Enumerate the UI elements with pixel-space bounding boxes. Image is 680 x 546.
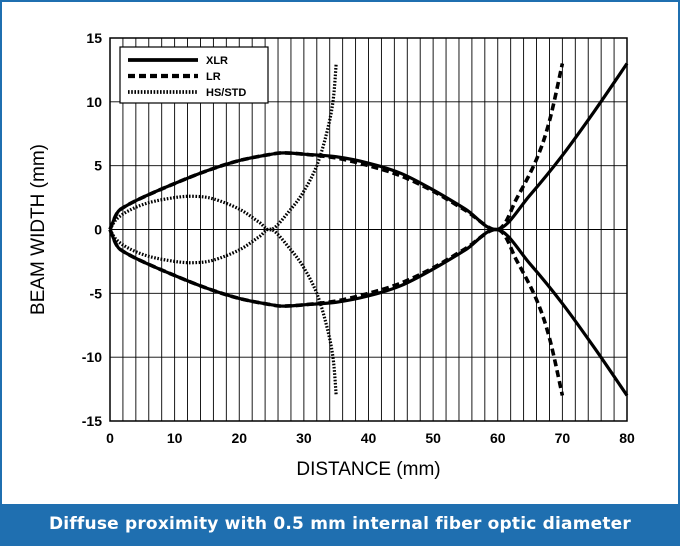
x-tick-label: 0 bbox=[106, 430, 114, 446]
y-tick-label: 15 bbox=[86, 30, 102, 46]
y-tick-label: -15 bbox=[82, 413, 102, 429]
legend-label-xlr: XLR bbox=[206, 55, 228, 67]
x-tick-label: 60 bbox=[490, 430, 506, 446]
y-axis-label: BEAM WIDTH (mm) bbox=[28, 144, 49, 315]
x-tick-label: 20 bbox=[231, 430, 247, 446]
chart-area: 0 10 20 30 40 50 60 70 80 15 10 5 0 -5 -10 -15 DISTANCE… bbox=[2, 2, 678, 512]
series-lr-lower-line bbox=[110, 229, 562, 395]
legend: XLR LR HS/STD bbox=[120, 47, 268, 103]
x-axis-label: DISTANCE (mm) bbox=[296, 459, 440, 480]
x-tick-label: 50 bbox=[425, 430, 441, 446]
legend-label-lr: LR bbox=[206, 71, 221, 83]
x-tick-label: 70 bbox=[555, 430, 571, 446]
x-tick-label: 40 bbox=[361, 430, 377, 446]
y-tick-label: 10 bbox=[86, 94, 102, 110]
x-tick-label: 10 bbox=[167, 430, 183, 446]
figure-caption: Diffuse proximity with 0.5 mm internal f… bbox=[2, 504, 678, 544]
legend-label-hs-std: HS/STD bbox=[206, 87, 246, 99]
series-hs-std-lower-line bbox=[110, 229, 336, 395]
y-tick-label: 0 bbox=[94, 222, 102, 238]
x-tick-label: 80 bbox=[619, 430, 635, 446]
x-tick-label: 30 bbox=[296, 430, 312, 446]
y-tick-label: -5 bbox=[90, 285, 103, 301]
y-tick-label: -10 bbox=[82, 349, 102, 365]
y-tick-label: 5 bbox=[94, 158, 102, 174]
